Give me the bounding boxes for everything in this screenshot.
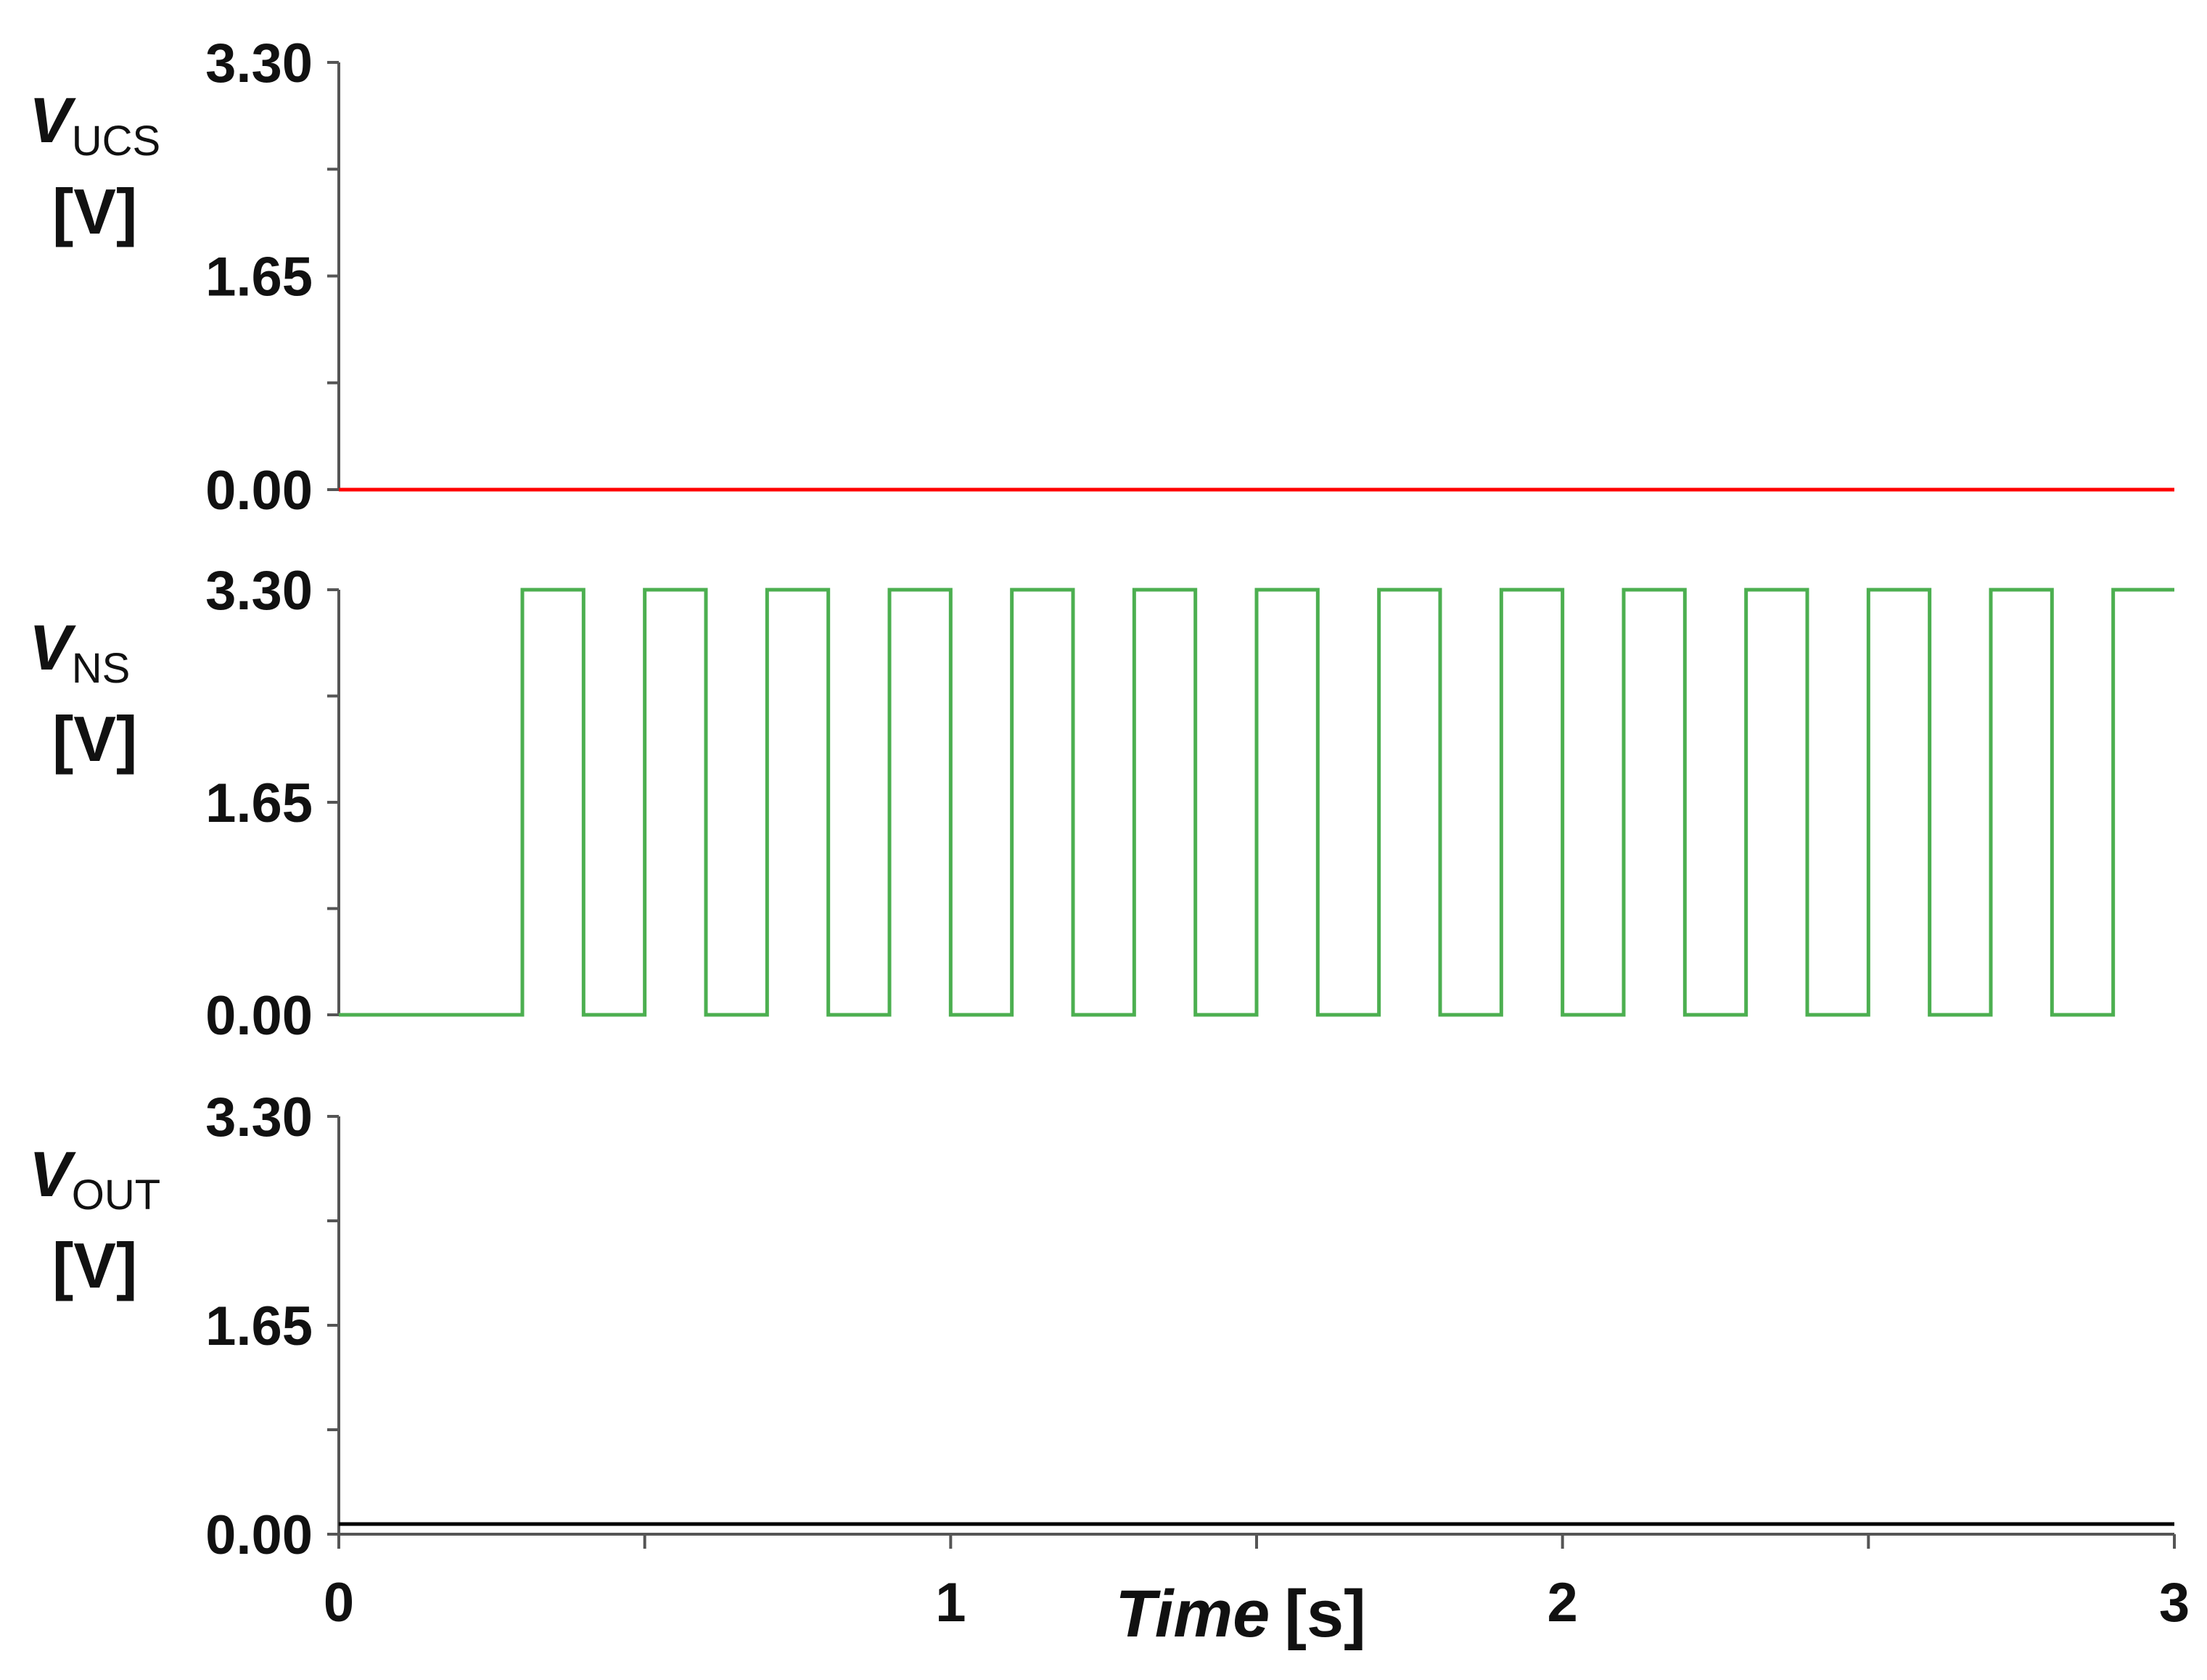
line-series bbox=[339, 588, 2174, 1017]
y-label-symbol: V bbox=[29, 84, 76, 156]
x-tick-label: 1 bbox=[935, 1572, 966, 1634]
y-label-symbol: V bbox=[29, 612, 76, 683]
y-tick-label: 3.30 bbox=[205, 560, 313, 622]
y-tick-label: 3.30 bbox=[205, 1087, 313, 1148]
x-label-var: Time bbox=[1115, 1577, 1270, 1651]
x-label-unit: [s] bbox=[1284, 1577, 1365, 1651]
y-axis-label: VUCS bbox=[29, 84, 160, 165]
y-axis-unit: [V] bbox=[52, 703, 137, 775]
y-tick-label: 1.65 bbox=[205, 1296, 313, 1357]
y-tick-label: 1.65 bbox=[205, 247, 313, 308]
y-label-subscript: NS bbox=[72, 645, 131, 692]
y-axis-unit: [V] bbox=[52, 176, 137, 247]
y-label-subscript: UCS bbox=[72, 118, 160, 165]
y-tick-label: 3.30 bbox=[205, 33, 313, 94]
x-tick-label: 0 bbox=[324, 1572, 354, 1634]
y-tick-label: 0.00 bbox=[205, 985, 313, 1047]
y-axis-unit: [V] bbox=[52, 1230, 137, 1301]
x-tick-label: 3 bbox=[2159, 1572, 2190, 1634]
y-label-symbol: V bbox=[29, 1138, 76, 1210]
y-label-subscript: OUT bbox=[72, 1172, 160, 1219]
y-axis-label: VOUT bbox=[29, 1138, 160, 1219]
y-tick-label: 0.00 bbox=[205, 460, 313, 522]
x-tick-label: 2 bbox=[1548, 1572, 1578, 1634]
y-tick-label: 1.65 bbox=[205, 773, 313, 834]
y-tick-label: 0.00 bbox=[205, 1504, 313, 1566]
y-axis-label: VNS bbox=[29, 612, 130, 692]
x-axis-label: Time [s] bbox=[1115, 1577, 1366, 1651]
